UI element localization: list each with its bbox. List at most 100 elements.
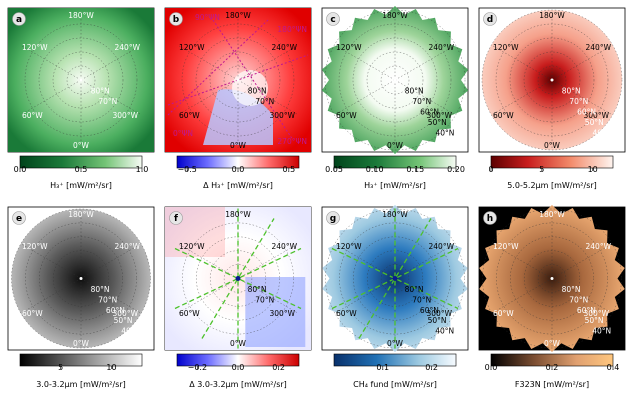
panel-letter: b — [173, 15, 180, 25]
latitude-label: 80°N — [405, 87, 424, 96]
longitude-label: 60°W — [179, 111, 200, 120]
psi-annotation: 90°ΨN — [195, 13, 220, 22]
longitude-label: 120°W — [179, 242, 205, 251]
panel-g: 180°W 240°W 300°W 0°W 60°W 120°W 80°N70°N 60°N5… — [321, 205, 469, 389]
longitude-label: 240°W — [586, 43, 612, 52]
longitude-label: 60°W — [22, 111, 43, 120]
meridian-line — [334, 44, 396, 81]
meridian-line — [80, 243, 142, 279]
latitude-label: 70°N — [569, 97, 588, 106]
blue-anomaly — [245, 277, 306, 347]
pole-marker — [550, 277, 554, 280]
colorbar-tick-label: 0.05 — [325, 165, 343, 174]
colorbar-label: F323N [mW/m²/sr] — [515, 380, 589, 389]
longitude-label: 300°W — [113, 309, 139, 318]
longitude-label: 180°W — [68, 210, 94, 219]
latitude-label: 40°N — [592, 327, 611, 336]
colorbar-tick-label: 5 — [58, 363, 63, 372]
longitude-label: 240°W — [586, 242, 612, 251]
latitude-circle — [338, 23, 452, 137]
latitude-label: 50°N — [428, 316, 447, 325]
meridian-line — [237, 243, 299, 279]
psi-guide-line — [167, 54, 309, 106]
latitude-circle — [38, 37, 124, 123]
colorbar-tick-label: 0.5 — [282, 165, 295, 174]
panel-letter-badge — [169, 211, 183, 225]
meridian-line — [177, 44, 239, 81]
latitude-circle — [52, 51, 110, 109]
latitude-label: 70°N — [412, 97, 431, 106]
longitude-label: 120°W — [179, 43, 205, 52]
psi-guide-line — [167, 19, 269, 116]
panel-c: 180°W 240°W 300°W 0°W 60°W 120°W 80°N70°N 60°N5… — [321, 6, 469, 190]
longitude-label: 180°W — [539, 11, 565, 20]
psi-annotation: 270°ΨN — [277, 137, 307, 146]
meridian-line — [20, 243, 82, 279]
colorbar-tick-label: 0.1 — [376, 363, 389, 372]
pole-marker — [393, 78, 397, 82]
colorbar-tick-label: 10 — [588, 165, 598, 174]
longitude-label: 120°W — [336, 43, 362, 52]
longitude-label: 60°W — [493, 111, 514, 120]
sector-guide-line — [331, 247, 459, 310]
longitude-label: 300°W — [113, 111, 139, 120]
longitude-label: 0°W — [230, 141, 247, 150]
panel-letter: h — [487, 214, 493, 224]
latitude-label: 70°N — [98, 97, 117, 106]
pole-marker — [550, 78, 554, 82]
longitude-label: 180°W — [382, 11, 408, 20]
meridian-line — [177, 243, 239, 279]
latitude-label: 40°N — [435, 327, 454, 336]
latitude-circle — [509, 37, 595, 123]
panel-letter-badge — [12, 12, 26, 26]
latitude-label: 70°N — [412, 295, 431, 304]
sector-guide-line — [174, 247, 302, 310]
colorbar — [333, 353, 457, 367]
longitude-label: 0°W — [230, 339, 247, 348]
latitude-label: 70°N — [255, 295, 274, 304]
colorbar-label: 3.0-3.2μm [mW/m²/sr] — [36, 380, 126, 389]
sector-guide-line — [174, 247, 302, 310]
longitude-label: 180°W — [68, 11, 94, 20]
pole-marker — [235, 276, 241, 281]
latitude-label: 50°N — [114, 316, 133, 325]
colorbar-tick-label: 0.0 — [232, 363, 245, 372]
colorbar-tick-label: −0.2 — [188, 363, 207, 372]
longitude-label: 120°W — [22, 43, 48, 52]
colorbar-tick-label: 0.2 — [546, 363, 559, 372]
colorbar-tick-label: 0.15 — [406, 165, 424, 174]
latitude-circle — [223, 65, 253, 95]
panel-letter-badge — [326, 211, 340, 225]
longitude-label: 0°W — [387, 141, 404, 150]
meridian-line — [551, 278, 613, 314]
pole-marker — [79, 78, 83, 82]
latitude-circle — [523, 250, 581, 307]
longitude-label: 180°W — [382, 210, 408, 219]
longitude-label: 240°W — [272, 43, 298, 52]
colorbar-tick-label: −0.5 — [177, 165, 196, 174]
latitude-circle — [52, 250, 110, 307]
latitude-label: 80°N — [91, 285, 110, 294]
colorbar — [19, 353, 143, 367]
latitude-circle — [482, 208, 622, 349]
longitude-label: 60°W — [336, 111, 357, 120]
meridian-line — [551, 243, 613, 279]
longitude-label: 180°W — [225, 11, 251, 20]
panel-letter: f — [174, 214, 178, 224]
colorbar-tick-label: 0.0 — [232, 165, 245, 174]
colorbar — [490, 155, 614, 169]
colorbar-label: 5.0-5.2μm [mW/m²/sr] — [507, 181, 597, 190]
panel-letter: a — [16, 15, 22, 25]
latitude-label: 60°N — [577, 306, 596, 315]
latitude-label: 60°N — [106, 306, 125, 315]
colorbar-tick-label: 0.4 — [607, 363, 620, 372]
psi-annotation: 180°ΨN — [277, 25, 307, 34]
meridian-line — [394, 278, 456, 314]
meridian-line — [491, 44, 553, 81]
colorbar-label: Δ 3.0-3.2μm [mW/m²/sr] — [189, 380, 287, 389]
panel-letter-badge — [483, 12, 497, 26]
longitude-label: 0°W — [73, 141, 90, 150]
longitude-label: 120°W — [336, 242, 362, 251]
latitude-circle — [380, 65, 410, 95]
